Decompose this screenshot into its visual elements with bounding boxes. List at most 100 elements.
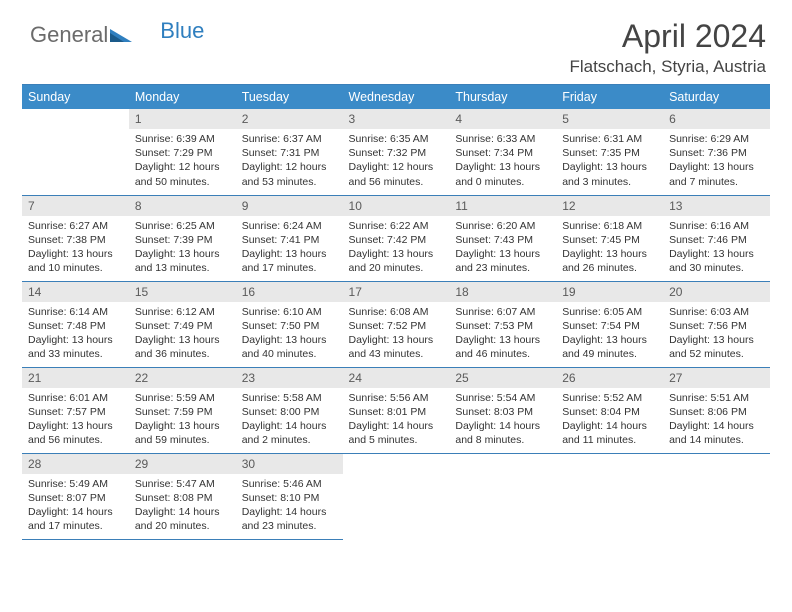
day-number: 5 <box>556 109 663 129</box>
calendar-week-row: 21Sunrise: 6:01 AMSunset: 7:57 PMDayligh… <box>22 367 770 453</box>
weekday-header: Tuesday <box>236 85 343 109</box>
day-number: 29 <box>129 454 236 474</box>
calendar-day-cell <box>449 453 556 539</box>
day-number: 26 <box>556 368 663 388</box>
calendar-day-cell: 19Sunrise: 6:05 AMSunset: 7:54 PMDayligh… <box>556 281 663 367</box>
day-details: Sunrise: 5:56 AMSunset: 8:01 PMDaylight:… <box>343 388 450 452</box>
day-details: Sunrise: 6:29 AMSunset: 7:36 PMDaylight:… <box>663 129 770 193</box>
day-details: Sunrise: 6:08 AMSunset: 7:52 PMDaylight:… <box>343 302 450 366</box>
calendar-day-cell: 23Sunrise: 5:58 AMSunset: 8:00 PMDayligh… <box>236 367 343 453</box>
day-details: Sunrise: 6:35 AMSunset: 7:32 PMDaylight:… <box>343 129 450 193</box>
calendar-day-cell: 24Sunrise: 5:56 AMSunset: 8:01 PMDayligh… <box>343 367 450 453</box>
day-number: 21 <box>22 368 129 388</box>
day-number: 6 <box>663 109 770 129</box>
calendar-day-cell: 5Sunrise: 6:31 AMSunset: 7:35 PMDaylight… <box>556 109 663 195</box>
day-number: 15 <box>129 282 236 302</box>
day-number: 8 <box>129 196 236 216</box>
weekday-header: Wednesday <box>343 85 450 109</box>
calendar-day-cell: 22Sunrise: 5:59 AMSunset: 7:59 PMDayligh… <box>129 367 236 453</box>
day-details: Sunrise: 5:51 AMSunset: 8:06 PMDaylight:… <box>663 388 770 452</box>
day-details: Sunrise: 6:14 AMSunset: 7:48 PMDaylight:… <box>22 302 129 366</box>
calendar-day-cell: 6Sunrise: 6:29 AMSunset: 7:36 PMDaylight… <box>663 109 770 195</box>
day-number: 25 <box>449 368 556 388</box>
day-number: 18 <box>449 282 556 302</box>
calendar-day-cell: 28Sunrise: 5:49 AMSunset: 8:07 PMDayligh… <box>22 453 129 539</box>
day-number: 11 <box>449 196 556 216</box>
calendar-day-cell: 2Sunrise: 6:37 AMSunset: 7:31 PMDaylight… <box>236 109 343 195</box>
day-number: 28 <box>22 454 129 474</box>
day-number: 9 <box>236 196 343 216</box>
logo-text-general: General <box>30 22 108 48</box>
logo-triangle-icon <box>110 22 132 48</box>
day-details: Sunrise: 6:07 AMSunset: 7:53 PMDaylight:… <box>449 302 556 366</box>
calendar-table: SundayMondayTuesdayWednesdayThursdayFrid… <box>22 85 770 540</box>
calendar-day-cell: 17Sunrise: 6:08 AMSunset: 7:52 PMDayligh… <box>343 281 450 367</box>
calendar-day-cell: 16Sunrise: 6:10 AMSunset: 7:50 PMDayligh… <box>236 281 343 367</box>
day-number: 12 <box>556 196 663 216</box>
calendar-day-cell: 20Sunrise: 6:03 AMSunset: 7:56 PMDayligh… <box>663 281 770 367</box>
day-number: 17 <box>343 282 450 302</box>
day-number: 7 <box>22 196 129 216</box>
page-title: April 2024 <box>569 18 766 55</box>
calendar-day-cell: 1Sunrise: 6:39 AMSunset: 7:29 PMDaylight… <box>129 109 236 195</box>
calendar-day-cell <box>663 453 770 539</box>
day-details: Sunrise: 5:46 AMSunset: 8:10 PMDaylight:… <box>236 474 343 538</box>
day-number: 27 <box>663 368 770 388</box>
header: General Blue April 2024 Flatschach, Styr… <box>22 18 770 80</box>
day-details: Sunrise: 5:59 AMSunset: 7:59 PMDaylight:… <box>129 388 236 452</box>
day-number: 10 <box>343 196 450 216</box>
day-details: Sunrise: 5:49 AMSunset: 8:07 PMDaylight:… <box>22 474 129 538</box>
calendar-day-cell: 14Sunrise: 6:14 AMSunset: 7:48 PMDayligh… <box>22 281 129 367</box>
calendar-day-cell <box>556 453 663 539</box>
day-details: Sunrise: 5:58 AMSunset: 8:00 PMDaylight:… <box>236 388 343 452</box>
calendar-day-cell: 10Sunrise: 6:22 AMSunset: 7:42 PMDayligh… <box>343 195 450 281</box>
day-details: Sunrise: 6:24 AMSunset: 7:41 PMDaylight:… <box>236 216 343 280</box>
calendar-day-cell: 12Sunrise: 6:18 AMSunset: 7:45 PMDayligh… <box>556 195 663 281</box>
weekday-header-row: SundayMondayTuesdayWednesdayThursdayFrid… <box>22 85 770 109</box>
day-number: 22 <box>129 368 236 388</box>
day-details: Sunrise: 6:39 AMSunset: 7:29 PMDaylight:… <box>129 129 236 193</box>
calendar-day-cell: 15Sunrise: 6:12 AMSunset: 7:49 PMDayligh… <box>129 281 236 367</box>
day-details: Sunrise: 6:10 AMSunset: 7:50 PMDaylight:… <box>236 302 343 366</box>
calendar-day-cell: 18Sunrise: 6:07 AMSunset: 7:53 PMDayligh… <box>449 281 556 367</box>
day-number: 30 <box>236 454 343 474</box>
calendar-day-cell: 30Sunrise: 5:46 AMSunset: 8:10 PMDayligh… <box>236 453 343 539</box>
day-details: Sunrise: 6:27 AMSunset: 7:38 PMDaylight:… <box>22 216 129 280</box>
logo: General Blue <box>30 22 204 48</box>
day-number: 13 <box>663 196 770 216</box>
calendar-day-cell: 11Sunrise: 6:20 AMSunset: 7:43 PMDayligh… <box>449 195 556 281</box>
calendar-week-row: 7Sunrise: 6:27 AMSunset: 7:38 PMDaylight… <box>22 195 770 281</box>
weekday-header: Saturday <box>663 85 770 109</box>
calendar-week-row: 1Sunrise: 6:39 AMSunset: 7:29 PMDaylight… <box>22 109 770 195</box>
location-text: Flatschach, Styria, Austria <box>569 57 766 77</box>
day-details: Sunrise: 6:03 AMSunset: 7:56 PMDaylight:… <box>663 302 770 366</box>
calendar-day-cell: 4Sunrise: 6:33 AMSunset: 7:34 PMDaylight… <box>449 109 556 195</box>
weekday-header: Friday <box>556 85 663 109</box>
calendar-day-cell: 25Sunrise: 5:54 AMSunset: 8:03 PMDayligh… <box>449 367 556 453</box>
day-number: 4 <box>449 109 556 129</box>
day-details: Sunrise: 6:31 AMSunset: 7:35 PMDaylight:… <box>556 129 663 193</box>
calendar-day-cell: 7Sunrise: 6:27 AMSunset: 7:38 PMDaylight… <box>22 195 129 281</box>
calendar-day-cell: 26Sunrise: 5:52 AMSunset: 8:04 PMDayligh… <box>556 367 663 453</box>
calendar-day-cell: 8Sunrise: 6:25 AMSunset: 7:39 PMDaylight… <box>129 195 236 281</box>
calendar-week-row: 14Sunrise: 6:14 AMSunset: 7:48 PMDayligh… <box>22 281 770 367</box>
weekday-header: Thursday <box>449 85 556 109</box>
calendar-day-cell: 3Sunrise: 6:35 AMSunset: 7:32 PMDaylight… <box>343 109 450 195</box>
day-details: Sunrise: 6:37 AMSunset: 7:31 PMDaylight:… <box>236 129 343 193</box>
day-details: Sunrise: 6:22 AMSunset: 7:42 PMDaylight:… <box>343 216 450 280</box>
day-number: 16 <box>236 282 343 302</box>
calendar-week-row: 28Sunrise: 5:49 AMSunset: 8:07 PMDayligh… <box>22 453 770 539</box>
calendar-day-cell: 29Sunrise: 5:47 AMSunset: 8:08 PMDayligh… <box>129 453 236 539</box>
day-number: 3 <box>343 109 450 129</box>
weekday-header: Monday <box>129 85 236 109</box>
calendar-day-cell: 21Sunrise: 6:01 AMSunset: 7:57 PMDayligh… <box>22 367 129 453</box>
logo-text-blue: Blue <box>160 18 204 44</box>
weekday-header: Sunday <box>22 85 129 109</box>
day-details: Sunrise: 6:18 AMSunset: 7:45 PMDaylight:… <box>556 216 663 280</box>
day-details: Sunrise: 6:33 AMSunset: 7:34 PMDaylight:… <box>449 129 556 193</box>
calendar-day-cell <box>343 453 450 539</box>
day-details: Sunrise: 5:47 AMSunset: 8:08 PMDaylight:… <box>129 474 236 538</box>
calendar-day-cell: 13Sunrise: 6:16 AMSunset: 7:46 PMDayligh… <box>663 195 770 281</box>
calendar-body: 1Sunrise: 6:39 AMSunset: 7:29 PMDaylight… <box>22 109 770 539</box>
day-number: 20 <box>663 282 770 302</box>
